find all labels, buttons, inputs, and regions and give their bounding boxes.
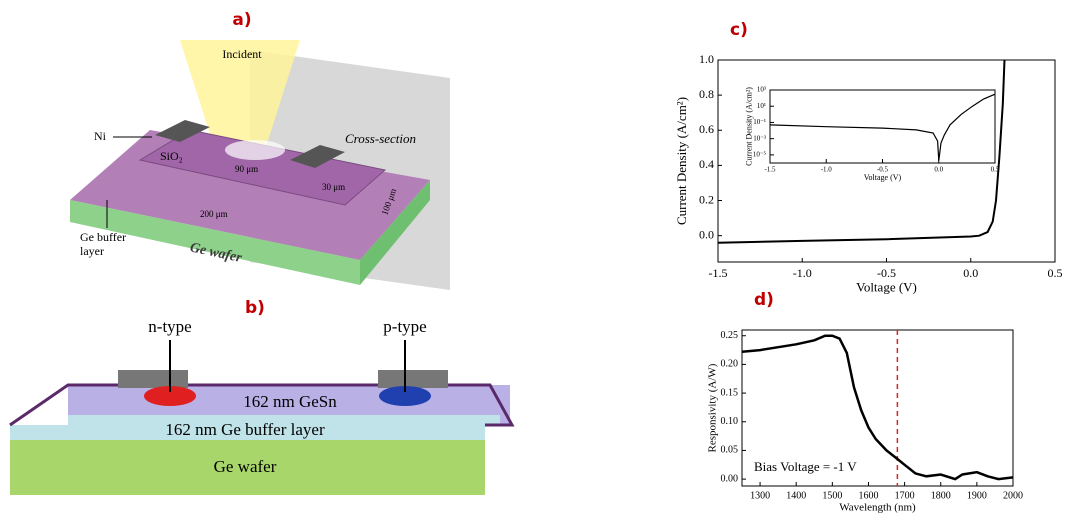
label: Ge buffer	[80, 230, 126, 244]
x-tick-label: 1400	[786, 490, 806, 501]
x-tick-label: -1.5	[709, 266, 728, 280]
x-tick-label: 1800	[931, 490, 951, 501]
x-axis-label: Wavelength (nm)	[839, 502, 916, 514]
light-spot	[225, 140, 285, 160]
label: p-type	[383, 317, 426, 336]
label: Ni	[94, 129, 107, 143]
y-tick-label: 0.05	[721, 445, 739, 456]
n-region	[144, 386, 196, 406]
y-axis-label: Current Density (A/cm²)	[674, 97, 689, 225]
label: 200 μm	[200, 209, 228, 219]
data-line	[718, 60, 1006, 244]
passivation	[9, 383, 515, 427]
y-tick-label: 1.0	[699, 52, 714, 66]
x-tick-label: -1.5	[764, 166, 776, 174]
panel-a: a) Incident Ni SiO₂ Cross-section 90 μm …	[70, 10, 450, 290]
x-tick-label: -1.0	[793, 266, 812, 280]
y-tick-label: 0.8	[699, 87, 714, 101]
label: Ge wafer	[214, 457, 277, 476]
ni-pad	[290, 145, 345, 168]
x-tick-label: 0.5	[1048, 266, 1063, 280]
y-tick-label: 0.4	[699, 157, 714, 171]
data-line	[770, 93, 995, 161]
ge-wafer-edge	[360, 180, 430, 285]
label: 162 nm Ge buffer layer	[165, 420, 325, 439]
y-tick-label: 10⁻³	[753, 134, 766, 142]
y-tick-label: 0.00	[721, 473, 739, 484]
y-tick-label: 10⁻¹	[753, 118, 766, 126]
plot-frame	[741, 329, 1014, 487]
panel-b: b) n-type p-type 162 nm GeSn 162 nm Ge b…	[9, 298, 515, 495]
x-tick-label: -0.5	[877, 266, 896, 280]
x-tick-label: 0.5	[991, 166, 1000, 174]
label: Cross-section	[345, 131, 416, 146]
contact	[378, 370, 448, 388]
x-tick-label: -1.0	[821, 166, 833, 174]
y-tick-label: 0.15	[721, 387, 739, 398]
annotation: Bias Voltage = -1 V	[754, 459, 857, 474]
x-tick-label: -0.5	[877, 166, 889, 174]
x-tick-label: 0.0	[963, 266, 978, 280]
panel-label: d)	[754, 290, 774, 310]
y-tick-label: 0.25	[721, 330, 739, 341]
y-tick-label: 0.2	[699, 192, 714, 206]
x-tick-label: 1300	[750, 490, 770, 501]
x-tick-label: 0.0	[934, 166, 943, 174]
label: layer	[80, 244, 104, 258]
panel-label: c)	[730, 20, 748, 40]
y-tick-label: 0.10	[721, 416, 739, 427]
y-axis-label: Current Density (A/cm²)	[745, 87, 754, 166]
ni-pad	[155, 120, 210, 142]
y-axis-label: Responsivity (A/W)	[707, 363, 719, 452]
data-line	[742, 334, 1013, 481]
y-tick-label: 10⁻⁵	[753, 150, 767, 158]
x-tick-label: 1500	[822, 490, 842, 501]
label: 90 μm	[235, 164, 258, 174]
p-region	[379, 386, 431, 406]
x-tick-label: 1600	[858, 490, 878, 501]
x-axis-label: Voltage (V)	[856, 279, 917, 294]
panel-label: a)	[232, 10, 251, 30]
ge-wafer	[10, 440, 485, 495]
panel-label: b)	[245, 298, 265, 318]
y-tick-label: 10¹	[757, 102, 766, 110]
x-axis-label: Voltage (V)	[864, 173, 902, 182]
label: 162 nm GeSn	[243, 392, 337, 411]
y-tick-label: 0.6	[699, 122, 714, 136]
incident-beam	[180, 40, 300, 150]
label: 30 μm	[322, 182, 345, 192]
ge-wafer-side	[70, 200, 360, 285]
label: Incident	[222, 47, 262, 61]
x-tick-label: 1700	[895, 490, 915, 501]
x-tick-label: 2000	[1003, 490, 1023, 501]
y-tick-label: 0.20	[721, 359, 739, 370]
contact	[118, 370, 188, 388]
x-tick-label: 1900	[967, 490, 987, 501]
y-tick-label: 10³	[757, 86, 766, 94]
label: SiO₂	[160, 149, 183, 163]
label: n-type	[148, 317, 191, 336]
y-tick-label: 0.0	[699, 227, 714, 241]
